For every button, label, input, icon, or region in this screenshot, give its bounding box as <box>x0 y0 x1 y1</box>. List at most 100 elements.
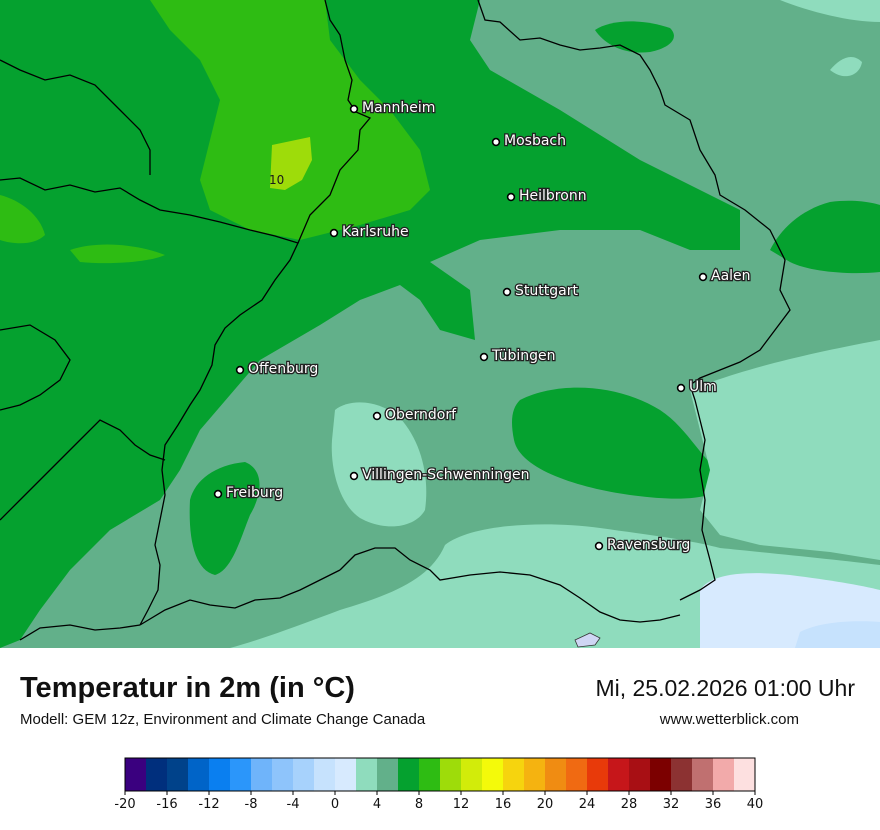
temp-field-minus2-0 <box>795 621 880 648</box>
color-scale-swatch <box>566 758 588 791</box>
city-label: Freiburg <box>226 485 283 501</box>
color-scale-swatch <box>671 758 693 791</box>
color-scale-swatch <box>524 758 546 791</box>
city-label: Offenburg <box>248 361 318 377</box>
city-dot <box>594 541 604 551</box>
city-label: Oberndorf <box>385 407 457 423</box>
city-marker: Oberndorf <box>372 406 458 424</box>
color-scale-swatch <box>398 758 420 791</box>
color-scale-tick-label: 4 <box>373 797 381 812</box>
color-scale-swatch <box>440 758 462 791</box>
model-subtitle: Modell: GEM 12z, Environment and Climate… <box>20 711 426 728</box>
city-marker: Villingen-Schwenningen <box>349 466 531 484</box>
border-lake <box>339 547 681 623</box>
city-label: Ulm <box>689 379 717 395</box>
temperature-map: 10 Mannheim Mosbach Heilbronn Karlsruhe Aale… <box>0 0 880 648</box>
color-scale-swatch <box>188 758 210 791</box>
color-scale-swatch <box>209 758 231 791</box>
footer: Temperatur in 2m (in °C) Modell: GEM 12z… <box>0 648 880 830</box>
city-label: Mannheim <box>362 100 435 116</box>
color-scale-tick-label: -16 <box>156 797 177 812</box>
city-dot <box>502 287 512 297</box>
color-scale-swatch <box>125 758 147 791</box>
city-dot <box>676 383 686 393</box>
color-scale-tick-label: 16 <box>495 797 512 812</box>
city-dot <box>213 489 223 499</box>
color-scale-swatch <box>335 758 357 791</box>
isotherm-label: 10 <box>269 173 284 187</box>
color-scale-tick-label: 12 <box>453 797 470 812</box>
city-dot <box>479 352 489 362</box>
city-markers: Mannheim Mosbach Heilbronn Karlsruhe Aalen St… <box>213 99 752 554</box>
color-scale-swatch <box>314 758 336 791</box>
website-link[interactable]: www.wetterblick.com <box>659 711 799 728</box>
color-scale-swatch <box>146 758 168 791</box>
color-scale-swatch <box>230 758 252 791</box>
border-west-inner2 <box>0 419 166 521</box>
city-marker: Tübingen <box>479 347 557 365</box>
border-south-a <box>19 624 141 641</box>
city-label: Karlsruhe <box>342 224 409 240</box>
color-scale-swatch <box>251 758 273 791</box>
color-scale-tick-label: -20 <box>114 797 135 812</box>
color-scale-frame <box>124 757 756 792</box>
city-marker: Stuttgart <box>502 282 580 300</box>
color-scale-swatch <box>503 758 525 791</box>
temp-field-8-10 <box>150 0 430 240</box>
temp-field-6-8-east <box>512 387 730 499</box>
border-swiss <box>139 569 341 626</box>
city-label: Tübingen <box>491 348 556 364</box>
city-dot <box>349 104 359 114</box>
city-label: Aalen <box>711 268 751 284</box>
temp-field-2-4-ne-corner <box>780 0 880 22</box>
city-dot <box>235 365 245 375</box>
color-scale-swatch <box>377 758 399 791</box>
border-rhine-west <box>0 177 299 626</box>
border-west-inner3 <box>0 59 151 175</box>
color-scale-swatch <box>629 758 651 791</box>
city-dot <box>491 137 501 147</box>
city-marker: Karlsruhe <box>329 223 410 241</box>
temp-field-6-8-freiburg <box>189 462 260 575</box>
temp-field-2-4-oberndorf <box>331 402 427 527</box>
temp-field-10-12 <box>270 137 312 190</box>
border-west-inner <box>0 324 71 411</box>
color-scale-tick-label: -4 <box>287 797 300 812</box>
city-marker: Offenburg <box>235 360 320 378</box>
color-scale-tick-label: 24 <box>579 797 596 812</box>
temp-field-8-10-w <box>0 195 45 244</box>
color-scale-tick-label: -8 <box>245 797 258 812</box>
city-marker: Aalen <box>698 267 752 285</box>
color-scale-tick-label: 0 <box>331 797 339 812</box>
color-scale-swatch <box>482 758 504 791</box>
border-northeast <box>477 0 791 601</box>
color-scale-swatch <box>587 758 609 791</box>
map-title: Temperatur in 2m (in °C) <box>20 672 355 704</box>
color-scale-tick-label: 36 <box>705 797 722 812</box>
color-scale-swatch <box>461 758 483 791</box>
color-scale-tick-label: 20 <box>537 797 554 812</box>
color-scale-swatch <box>608 758 630 791</box>
city-label: Mosbach <box>504 133 566 149</box>
color-scale-swatch <box>713 758 735 791</box>
city-dot <box>698 272 708 282</box>
color-scale-swatch <box>293 758 315 791</box>
color-scale-swatch <box>650 758 672 791</box>
temp-field-6-8-far-east <box>770 200 880 274</box>
temp-field-2-4-east <box>690 340 880 560</box>
color-scale-swatch <box>272 758 294 791</box>
city-label: Ravensburg <box>607 537 690 553</box>
temp-field-6-8 <box>0 0 740 648</box>
state-borders <box>0 0 791 641</box>
forecast-datetime: Mi, 25.02.2026 01:00 Uhr <box>595 675 855 701</box>
city-marker: Freiburg <box>213 484 284 502</box>
city-label: Stuttgart <box>515 283 578 299</box>
city-label: Heilbronn <box>519 188 587 204</box>
color-scale-tick-label: 40 <box>747 797 764 812</box>
temp-field-8-10-sw <box>70 244 165 264</box>
border-north <box>297 0 372 244</box>
color-scale-swatch <box>356 758 378 791</box>
city-marker: Mannheim <box>349 99 437 117</box>
temp-field-6-8-northeast <box>595 21 674 53</box>
color-scale-swatch <box>167 758 189 791</box>
